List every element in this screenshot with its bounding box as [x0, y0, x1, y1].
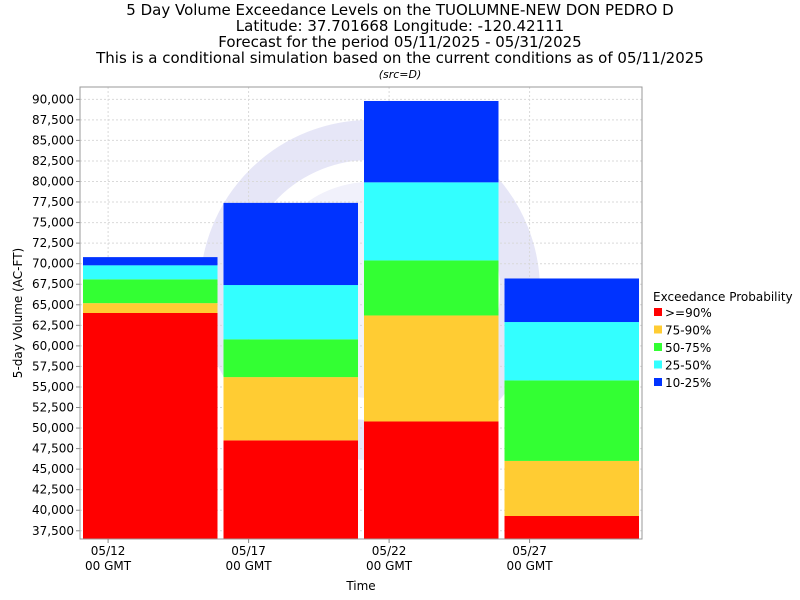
chart-title-line-3: Forecast for the period 05/11/2025 - 05/…: [218, 33, 581, 51]
x-tick-label-date: 05/27: [512, 544, 547, 558]
legend-label: 25-50%: [665, 359, 711, 373]
bar-segment-3-5: [364, 100, 499, 183]
bar-segment-1-4: [83, 265, 218, 280]
x-tick-label-date: 05/22: [372, 544, 407, 558]
bar-segment-4-3: [504, 380, 639, 461]
y-tick-label: 45,000: [32, 462, 74, 476]
chart-subtitle: (src=D): [379, 68, 422, 81]
y-tick-label: 70,000: [32, 257, 74, 271]
y-tick-label: 72,500: [32, 236, 74, 250]
legend-items: >=90% 75-90% 50-75% 25-50% 10-25%: [654, 306, 712, 390]
chart-title-line-2: Latitude: 37.701668 Longitude: -120.4211…: [236, 17, 564, 35]
y-tick-label: 77,500: [32, 195, 74, 209]
y-tick-label: 57,500: [32, 359, 74, 373]
legend-swatch: [654, 308, 662, 316]
x-tick-label-zone: 00 GMT: [366, 559, 413, 573]
bar-segment-2-4: [223, 285, 358, 340]
bar-segment-2-3: [223, 339, 358, 378]
y-tick-label: 37,500: [32, 524, 74, 538]
legend-label: >=90%: [665, 306, 712, 320]
y-tick-label: 52,500: [32, 401, 74, 415]
x-tick-label-date: 05/17: [231, 544, 266, 558]
legend-swatch: [654, 343, 662, 351]
y-tick-label: 60,000: [32, 339, 74, 353]
legend-label: 75-90%: [665, 324, 711, 338]
legend-swatch: [654, 360, 662, 369]
bar-segment-2-5: [223, 202, 358, 286]
bar-segment-4-5: [504, 278, 639, 323]
y-tick-label: 40,000: [32, 503, 74, 517]
bar-segment-1-1: [83, 313, 218, 539]
legend-swatch: [654, 378, 662, 386]
y-axis: 37,500 40,000 42,500 45,000 47,500 50,000 52,5…: [32, 92, 80, 538]
y-tick-label: 90,000: [32, 92, 74, 106]
plot-area: [79, 86, 643, 540]
x-axis-label: Time: [345, 579, 375, 593]
y-tick-label: 80,000: [32, 175, 74, 189]
legend-label: 50-75%: [665, 341, 711, 355]
y-tick-label: 62,500: [32, 318, 74, 332]
x-tick-label-date: 05/12: [91, 544, 126, 558]
legend-title: Exceedance Probability: [653, 290, 793, 304]
stacked-bars: [83, 100, 639, 539]
bar-segment-4-2: [504, 460, 639, 516]
x-tick-label-zone: 00 GMT: [226, 559, 273, 573]
y-tick-label: 82,500: [32, 154, 74, 168]
y-tick-label: 65,000: [32, 298, 74, 312]
bar-segment-2-1: [223, 440, 358, 539]
legend-swatch: [654, 325, 662, 334]
plot-border: [79, 86, 643, 540]
y-tick-label: 47,500: [32, 442, 74, 456]
bar-segment-2-2: [223, 377, 358, 441]
legend-label: 10-25%: [665, 376, 711, 390]
chart-title-line-4: This is a conditional simulation based o…: [95, 49, 704, 67]
y-tick-label: 42,500: [32, 483, 74, 497]
bar-segment-3-2: [364, 315, 499, 422]
y-tick-label: 75,000: [32, 216, 74, 230]
y-axis-label: 5-day Volume (AC-FT): [11, 248, 25, 378]
y-tick-label: 55,000: [32, 380, 74, 394]
y-tick-label: 85,000: [32, 133, 74, 147]
bar-segment-3-3: [364, 260, 499, 316]
y-tick-label: 67,500: [32, 277, 74, 291]
bar-segment-1-5: [83, 257, 218, 266]
chart-title-line-1: 5 Day Volume Exceedance Levels on the TU…: [126, 1, 673, 19]
x-tick-label-zone: 00 GMT: [85, 559, 132, 573]
bar-segment-4-1: [504, 515, 639, 539]
bar-segment-3-1: [364, 421, 499, 539]
x-tick-label-zone: 00 GMT: [507, 559, 554, 573]
y-tick-label: 50,000: [32, 421, 74, 435]
bar-segment-1-2: [83, 303, 218, 313]
bar-segment-3-4: [364, 182, 499, 261]
legend: Exceedance Probability >=90% 75-90% 50-75%…: [653, 290, 793, 390]
y-tick-label: 87,500: [32, 113, 74, 127]
bar-segment-4-4: [504, 322, 639, 381]
bar-segment-1-3: [83, 279, 218, 304]
